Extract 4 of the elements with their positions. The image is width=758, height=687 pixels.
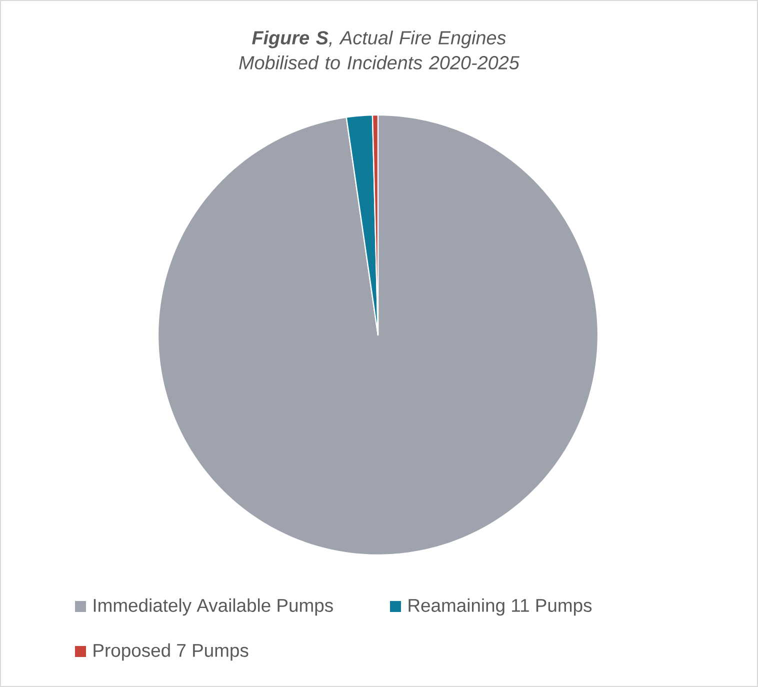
- legend-label: Immediately Available Pumps: [94, 598, 333, 616]
- legend-label: Reamaining 11 Pumps: [408, 598, 592, 616]
- chart-title: Figure S, Actual Fire Engines Mobilised to Incidents 2020-2025: [239, 30, 520, 70]
- legend-label: Proposed 7 Pumps: [94, 643, 248, 661]
